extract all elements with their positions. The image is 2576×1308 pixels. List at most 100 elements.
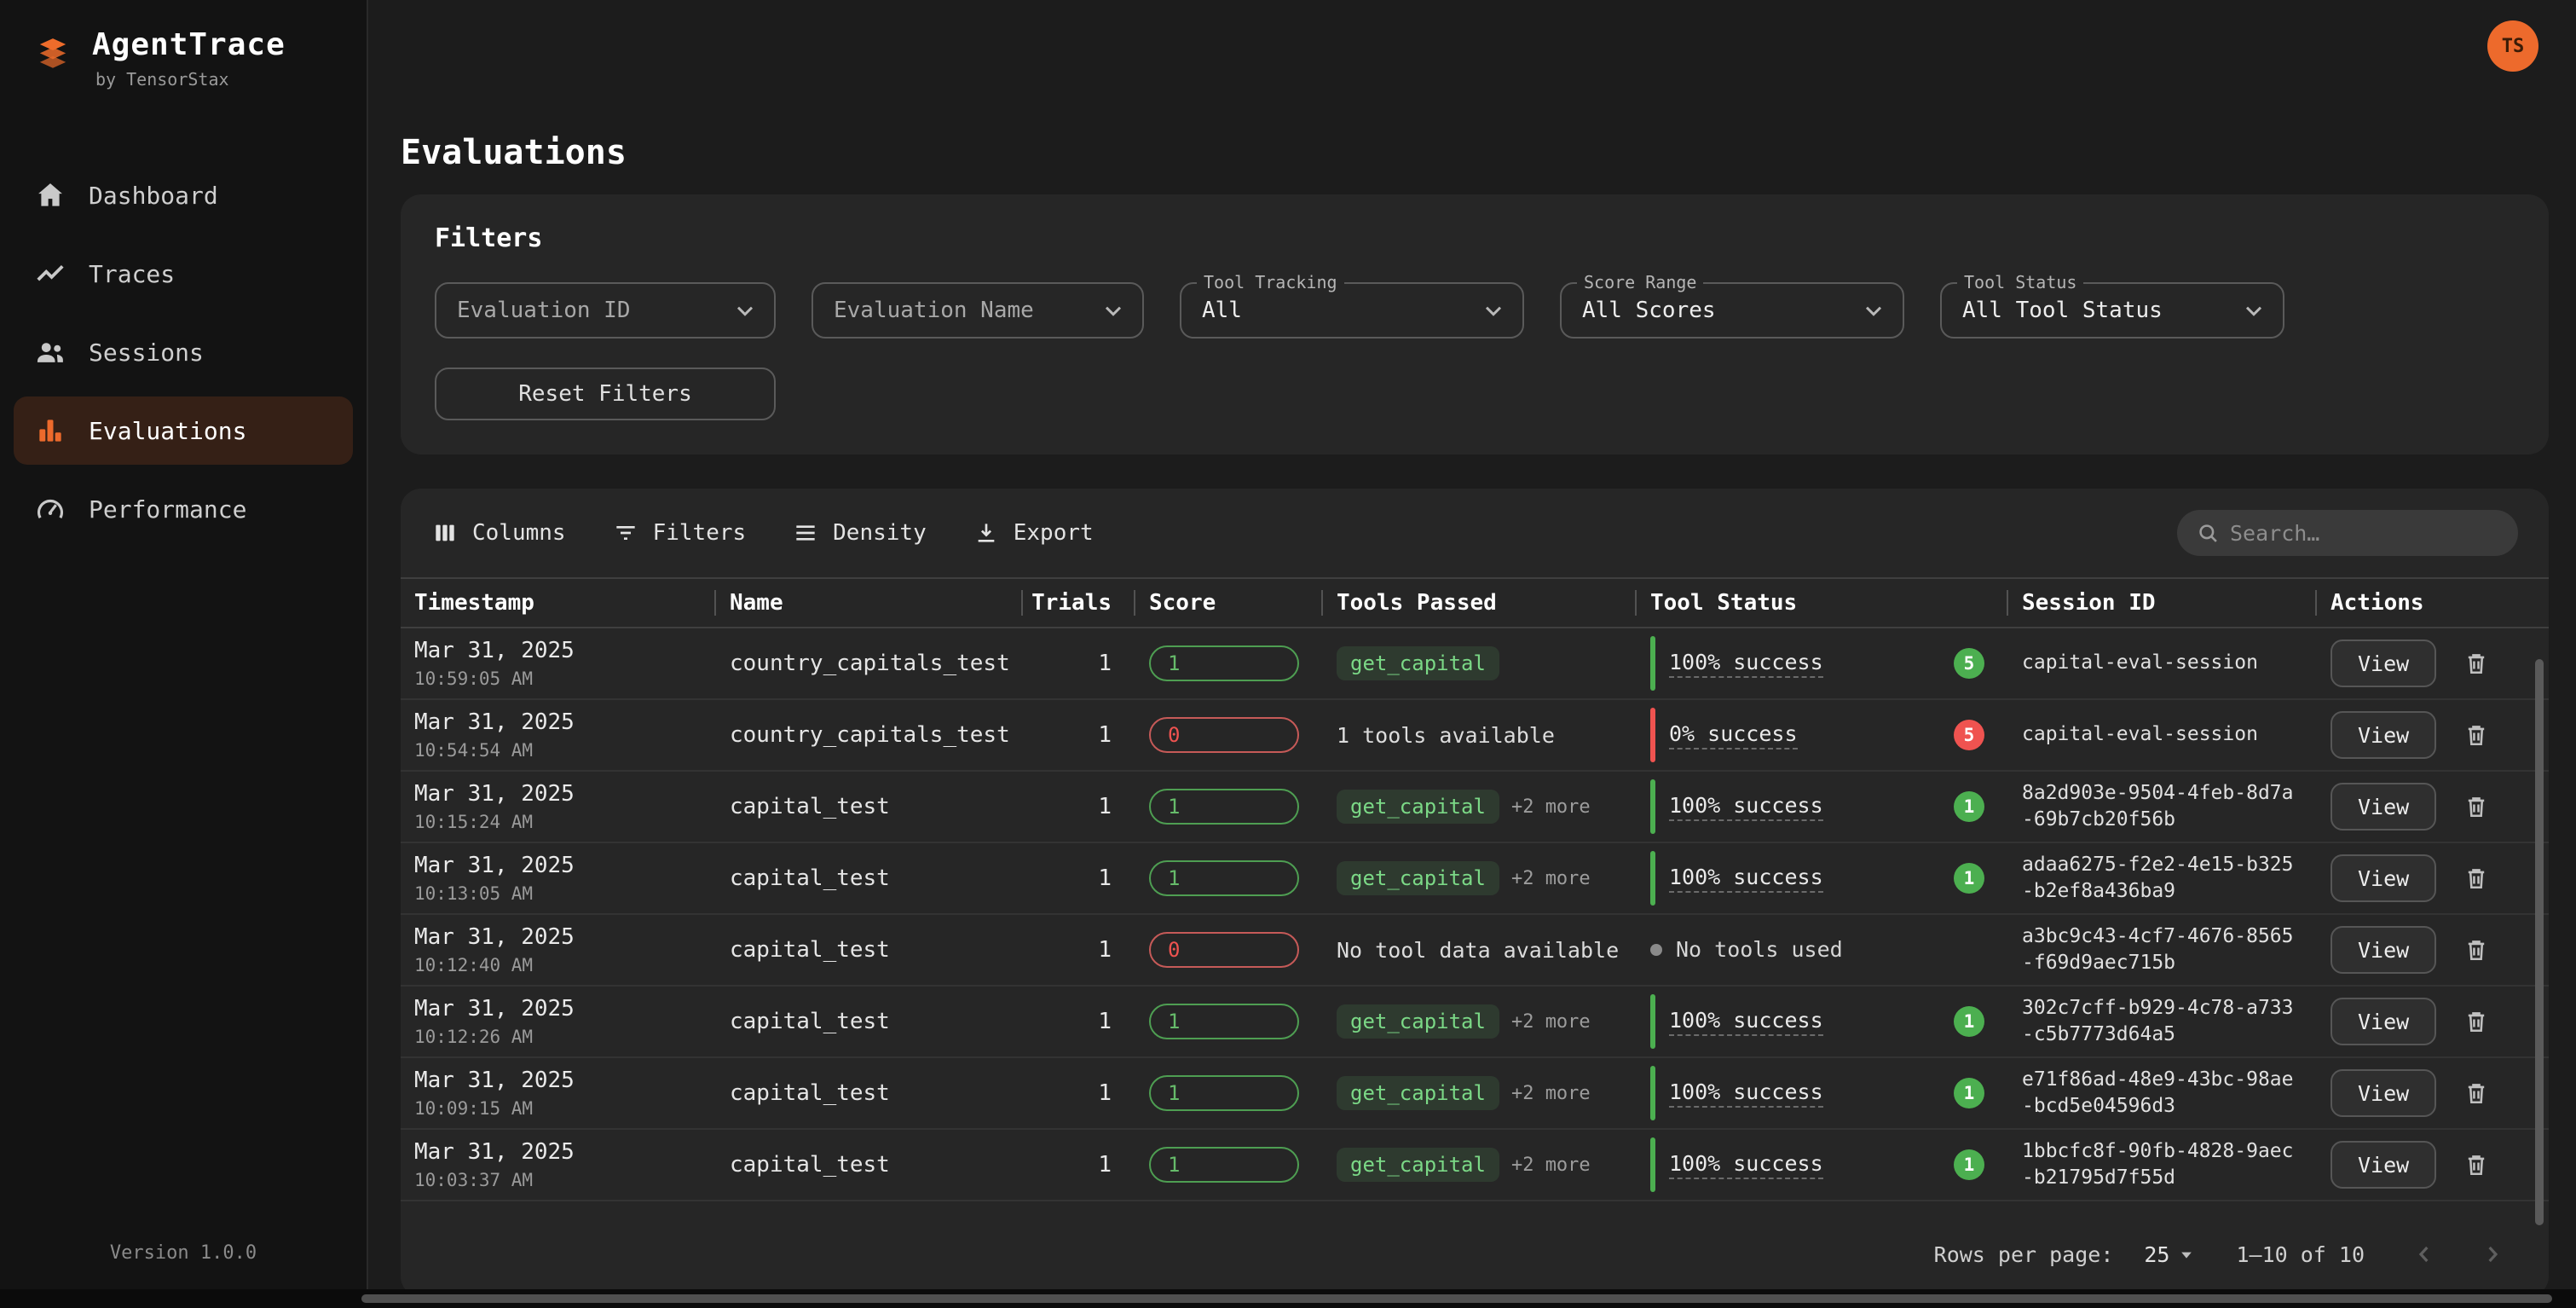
search-box	[2177, 510, 2518, 556]
table-row: Mar 31, 2025 10:15:24 AM capital_test 1 1…	[401, 772, 2549, 843]
row-trials: 1	[1098, 1009, 1112, 1034]
delete-icon[interactable]	[2462, 864, 2491, 893]
status-bar	[1650, 1066, 1655, 1120]
session-id: capital-eval-session	[2022, 651, 2258, 674]
sidebar-item-label: Traces	[89, 259, 176, 288]
score-range-label: Score Range	[1577, 272, 1704, 292]
sidebar-item-performance[interactable]: Performance	[14, 475, 353, 543]
filter-icon	[615, 526, 635, 540]
status-text: 100% success	[1669, 1079, 1823, 1108]
status-badge: 1	[1954, 1149, 1984, 1180]
sidebar-nav: Dashboard Traces Sessions Evaluations	[0, 161, 367, 543]
row-time: 10:59:05 AM	[414, 668, 534, 689]
score-range-select[interactable]: Score Range All Scores	[1560, 272, 1904, 339]
session-id: 1bbcfc8f-90fb-4828-9aec-b21795d7f55d	[2022, 1139, 2294, 1189]
row-date: Mar 31, 2025	[414, 781, 575, 807]
reset-filters-button[interactable]: Reset Filters	[435, 368, 776, 420]
table-toolbar: Columns Filters Density Export	[401, 489, 2549, 577]
evaluation-name-select[interactable]: Evaluation Name	[811, 282, 1144, 339]
status-text: 100% success	[1669, 1151, 1823, 1179]
view-button[interactable]: View	[2331, 783, 2437, 831]
filters-button[interactable]: Filters	[612, 519, 746, 547]
status-text: No tools used	[1676, 936, 1843, 962]
sidebar: AgentTrace by TensorStax Dashboard Trace…	[0, 0, 368, 1308]
status-text: 100% success	[1669, 650, 1823, 678]
view-button[interactable]: View	[2331, 1069, 2437, 1117]
row-time: 10:12:26 AM	[414, 1027, 534, 1047]
status-bar	[1650, 1137, 1655, 1192]
table-row: Mar 31, 2025 10:09:15 AM capital_test 1 1…	[401, 1058, 2549, 1130]
vertical-scrollbar[interactable]	[2535, 659, 2544, 1225]
status-badge: 1	[1954, 791, 1984, 822]
horizontal-scrollbar[interactable]	[361, 1294, 2552, 1303]
tools-text: No tool data available	[1337, 937, 1620, 963]
session-id: 302c7cff-b929-4c78-a733-c5b7773d64a5	[2022, 996, 2294, 1045]
sidebar-item-label: Dashboard	[89, 181, 218, 210]
sidebar-item-sessions[interactable]: Sessions	[14, 318, 353, 386]
sidebar-item-label: Sessions	[89, 338, 204, 367]
tool-status-label: Tool Status	[1957, 272, 2084, 292]
score-range-value: All Scores	[1582, 298, 1716, 323]
bar-chart-icon	[34, 414, 66, 447]
delete-icon[interactable]	[2462, 649, 2491, 678]
view-button[interactable]: View	[2331, 711, 2437, 759]
table-row: Mar 31, 2025 10:03:37 AM capital_test 1 1…	[401, 1130, 2549, 1201]
status-badge: 5	[1954, 648, 1984, 679]
row-trials: 1	[1098, 722, 1112, 748]
delete-icon[interactable]	[2462, 721, 2491, 749]
tools-text: 1 tools available	[1337, 722, 1555, 748]
row-time: 10:54:54 AM	[414, 740, 534, 761]
next-page-button[interactable]	[2470, 1232, 2515, 1276]
col-header-score[interactable]: Score	[1135, 579, 1323, 627]
table-row: Mar 31, 2025 10:54:54 AM country_capitals…	[401, 700, 2549, 772]
tool-tracking-select[interactable]: Tool Tracking All	[1180, 272, 1524, 339]
search-icon	[2199, 524, 2217, 542]
density-button[interactable]: Density	[792, 519, 927, 547]
score-chip: 1	[1149, 1075, 1299, 1111]
sidebar-item-traces[interactable]: Traces	[14, 240, 353, 308]
tool-extra: +2 more	[1510, 1154, 1591, 1176]
filters-panel: Filters Evaluation ID Evaluation Name To…	[401, 194, 2549, 454]
evaluation-id-select[interactable]: Evaluation ID	[435, 282, 776, 339]
rows-per-page-select[interactable]: 25	[2144, 1242, 2198, 1267]
row-time: 10:12:40 AM	[414, 955, 534, 975]
score-chip: 1	[1149, 789, 1299, 825]
col-header-tools-passed[interactable]: Tools Passed	[1323, 579, 1637, 627]
view-button[interactable]: View	[2331, 854, 2437, 902]
columns-button[interactable]: Columns	[431, 519, 566, 547]
row-trials: 1	[1098, 865, 1112, 891]
view-button[interactable]: View	[2331, 1141, 2437, 1189]
col-header-trials[interactable]: Trials	[1023, 579, 1135, 627]
tool-tracking-label: Tool Tracking	[1197, 272, 1344, 292]
view-button[interactable]: View	[2331, 926, 2437, 974]
col-header-session-id[interactable]: Session ID	[2008, 579, 2317, 627]
delete-icon[interactable]	[2462, 1007, 2491, 1036]
col-header-tool-status[interactable]: Tool Status	[1637, 579, 2008, 627]
evaluations-table-panel: Columns Filters Density Export	[401, 489, 2549, 1297]
sidebar-item-dashboard[interactable]: Dashboard	[14, 161, 353, 229]
status-badge: 1	[1954, 863, 1984, 894]
tool-status-value: All Tool Status	[1962, 298, 2163, 323]
delete-icon[interactable]	[2462, 1150, 2491, 1179]
sidebar-item-evaluations[interactable]: Evaluations	[14, 396, 353, 465]
col-header-name[interactable]: Name	[716, 579, 1023, 627]
session-id: adaa6275-f2e2-4e15-b325-b2ef8a436ba9	[2022, 853, 2294, 902]
delete-icon[interactable]	[2462, 792, 2491, 821]
previous-page-button[interactable]	[2402, 1232, 2446, 1276]
search-input[interactable]	[2230, 520, 2499, 546]
session-id: 8a2d903e-9504-4feb-8d7a-69b7cb20f56b	[2022, 781, 2294, 831]
evaluation-name-placeholder: Evaluation Name	[834, 298, 1034, 323]
people-icon	[34, 336, 66, 368]
table-row: Mar 31, 2025 10:13:05 AM capital_test 1 1…	[401, 843, 2549, 915]
delete-icon[interactable]	[2462, 1079, 2491, 1108]
tool-status-select[interactable]: Tool Status All Tool Status	[1940, 272, 2284, 339]
col-header-timestamp[interactable]: Timestamp	[401, 579, 716, 627]
filters-title: Filters	[435, 223, 543, 253]
row-time: 10:15:24 AM	[414, 812, 534, 832]
view-button[interactable]: View	[2331, 998, 2437, 1045]
status-text: 100% success	[1669, 865, 1823, 893]
delete-icon[interactable]	[2462, 935, 2491, 964]
export-button[interactable]: Export	[973, 519, 1094, 547]
view-button[interactable]: View	[2331, 640, 2437, 687]
avatar[interactable]: TS	[2487, 20, 2538, 72]
